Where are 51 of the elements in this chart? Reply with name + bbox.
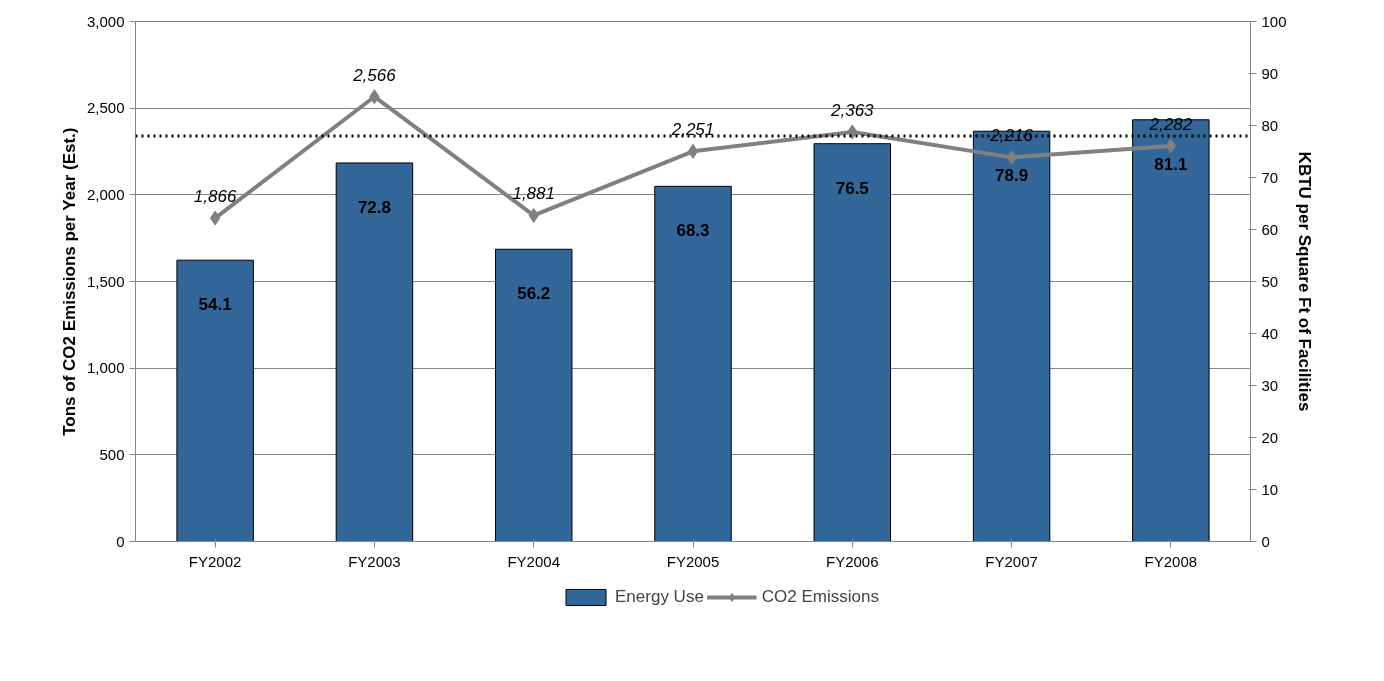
y2-tick-label: 10 (1261, 480, 1279, 498)
data-label: 2,363 (830, 100, 875, 120)
y-tick-label: 1,000 (86, 359, 125, 377)
y-tick-label: 2,000 (86, 185, 125, 203)
data-label: 81.1 (1154, 154, 1188, 174)
x-tick-label: FY2002 (188, 552, 242, 570)
x-tick-label: FY2007 (985, 552, 1038, 570)
x-tick-label: FY2003 (348, 552, 401, 570)
point (1165, 138, 1177, 154)
bar (494, 248, 573, 542)
legend-label: Energy Use (615, 587, 704, 607)
y2-tick-label: 100 (1261, 12, 1287, 30)
y2-tick-label: 70 (1261, 168, 1279, 186)
data-label: 2,566 (352, 65, 397, 85)
data-label: 72.8 (357, 197, 391, 217)
y2-tick-label: 40 (1261, 324, 1279, 342)
y-tick-label: 0 (116, 532, 125, 550)
data-label: 56.2 (517, 284, 551, 304)
y-axis-title: Tons of CO2 Emissions per Year (Est.) (59, 127, 79, 436)
data-label: 54.1 (198, 295, 232, 315)
legend-label: CO2 Emissions (761, 587, 879, 607)
y2-tick-label: 20 (1261, 428, 1279, 446)
data-label: 2,251 (670, 120, 715, 140)
y2-axis-title: KBTU per Square Ft of Facilities (1294, 151, 1314, 412)
bar (654, 185, 732, 542)
y-tick-label: 500 (99, 445, 125, 463)
data-label: 2,282 (1148, 114, 1193, 134)
y2-tick-label: 50 (1261, 272, 1279, 290)
y2-tick-label: 60 (1261, 220, 1279, 238)
y2-tick-label: 0 (1261, 532, 1270, 550)
bar (813, 143, 892, 542)
bar (176, 259, 254, 542)
y-tick-label: 3,000 (86, 12, 125, 30)
data-label: 68.3 (676, 221, 710, 241)
data-label: 76.5 (835, 178, 869, 198)
data-label: 1,866 (193, 187, 237, 207)
y2-tick-label: 30 (1261, 376, 1279, 394)
y2-tick-label: 90 (1261, 64, 1279, 82)
data-label: 2,216 (989, 126, 1034, 146)
bar (335, 162, 414, 542)
y-tick-label: 2,500 (86, 99, 125, 117)
y2-tick-label: 80 (1261, 116, 1279, 134)
y-tick-label: 1,500 (86, 272, 125, 290)
x-tick-label: FY2004 (507, 552, 560, 570)
x-tick-label: FY2006 (826, 552, 879, 570)
x-tick-label: FY2005 (666, 552, 720, 570)
data-label: 78.9 (995, 166, 1029, 186)
point (209, 210, 221, 226)
point (687, 143, 699, 159)
data-label: 1,881 (512, 184, 555, 204)
x-tick-label: FY2008 (1144, 552, 1198, 570)
